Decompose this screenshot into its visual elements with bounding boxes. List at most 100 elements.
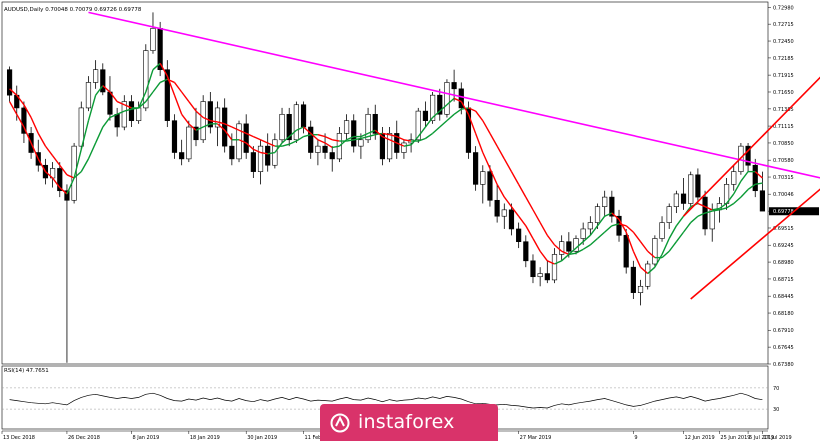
candle-body	[279, 113, 285, 141]
ma-fast-line	[44, 171, 54, 179]
price-tick-label: 0.70046	[773, 192, 794, 198]
ma-slow-line	[611, 223, 620, 227]
candle-body	[322, 145, 328, 153]
ma-slow-line	[296, 135, 304, 142]
ma-slow-line	[496, 145, 505, 160]
candle-body	[214, 107, 221, 128]
candle-body	[365, 113, 371, 141]
ma-slow-line	[145, 91, 154, 102]
ma-fast-line	[712, 207, 720, 211]
candle-body	[57, 168, 63, 192]
candle-body	[430, 94, 436, 121]
candle-body	[637, 285, 644, 293]
candle-body	[652, 238, 658, 265]
channel-line	[682, 76, 820, 217]
candle-body	[6, 69, 13, 96]
ma-fast-line	[561, 253, 570, 262]
date-label: 27 Mar 2019	[520, 435, 552, 441]
ma-fast-line	[503, 196, 513, 208]
ma-fast-line	[460, 101, 470, 115]
candle-body	[530, 260, 536, 278]
candle-body	[164, 69, 170, 121]
ma-fast-line	[317, 139, 326, 144]
candle-body	[573, 238, 579, 252]
ma-fast-line	[632, 250, 642, 268]
candle-body	[487, 171, 493, 201]
candle-body	[688, 174, 694, 204]
ma-slow-line	[353, 137, 362, 141]
ma-fast-line	[95, 85, 104, 96]
ma-fast-line	[217, 123, 226, 131]
ma-fast-line	[116, 100, 125, 106]
candle-body	[250, 152, 256, 172]
candle-body	[229, 145, 235, 160]
ma-slow-line	[675, 231, 685, 243]
candle-body	[415, 110, 421, 141]
ma-slow-line	[712, 209, 720, 212]
candle-body	[645, 263, 651, 287]
ma-fast-line	[16, 113, 25, 128]
ma-slow-line	[260, 139, 268, 144]
candle-body	[480, 171, 486, 185]
candle-body	[293, 104, 299, 141]
ma-fast-line	[539, 250, 548, 262]
ma-fast-line	[66, 177, 75, 195]
ma-fast-line	[224, 129, 233, 141]
ma-fast-line	[547, 260, 555, 265]
candle-body	[179, 152, 185, 160]
candle-body	[494, 199, 500, 217]
ma-slow-line	[575, 248, 584, 254]
price-tick-label: 0.69515	[773, 226, 794, 232]
price-tick-label: 0.71385	[773, 107, 794, 113]
candle-body	[709, 209, 715, 230]
candle-body	[121, 101, 127, 128]
date-label: 13 Dec 2018	[3, 435, 35, 441]
candle-body	[544, 273, 550, 281]
candle-body	[551, 254, 558, 281]
ma-slow-line	[324, 135, 333, 141]
ma-slow-line	[554, 244, 563, 252]
candle-body	[623, 235, 629, 268]
ma-fast-line	[589, 225, 599, 236]
candle-body	[401, 142, 407, 153]
date-label: 25 Jun 2019	[720, 435, 750, 441]
ma-fast-line	[618, 219, 627, 233]
ma-fast-line	[245, 142, 254, 150]
ma-fast-line	[253, 148, 261, 154]
ma-fast-line	[446, 97, 455, 106]
ma-fast-line	[202, 123, 211, 128]
candle-body	[351, 120, 357, 147]
ma-fast-line	[582, 234, 591, 243]
date-label: 26 Dec 2018	[68, 435, 100, 441]
ma-slow-line	[697, 212, 706, 217]
candle-body	[64, 190, 70, 201]
ma-fast-line	[367, 129, 376, 135]
price-tick-label: 0.72715	[773, 22, 794, 28]
price-tick-label: 0.70580	[773, 158, 794, 164]
instaforex-logo-icon	[330, 413, 350, 433]
price-tick-label: 0.70850	[773, 141, 794, 147]
candle-body	[752, 164, 758, 192]
candle-body	[616, 215, 622, 236]
candle-body	[444, 82, 450, 115]
date-label: 17 Jul 2019	[763, 435, 791, 441]
ma-slow-line	[468, 107, 476, 112]
watermark-banner: instaforex	[320, 404, 498, 441]
ma-slow-line	[360, 135, 369, 140]
ma-fast-line	[166, 75, 176, 96]
ma-slow-line	[446, 113, 455, 122]
ma-fast-line	[525, 225, 534, 239]
ma-fast-line	[489, 168, 498, 185]
candle-body	[329, 152, 335, 160]
ma-fast-line	[439, 104, 448, 112]
ma-slow-line	[210, 119, 218, 123]
ma-fast-line	[482, 152, 491, 169]
ma-slow-line	[181, 91, 190, 102]
candle-body	[71, 145, 77, 201]
ma-slow-line	[453, 108, 462, 115]
ma-fast-line	[625, 231, 635, 252]
price-panel-frame	[1, 1, 769, 365]
date-label: 5 Jul 2019	[749, 435, 774, 441]
ma-fast-line	[195, 126, 204, 131]
date-label: 30 Jan 2019	[247, 435, 277, 441]
